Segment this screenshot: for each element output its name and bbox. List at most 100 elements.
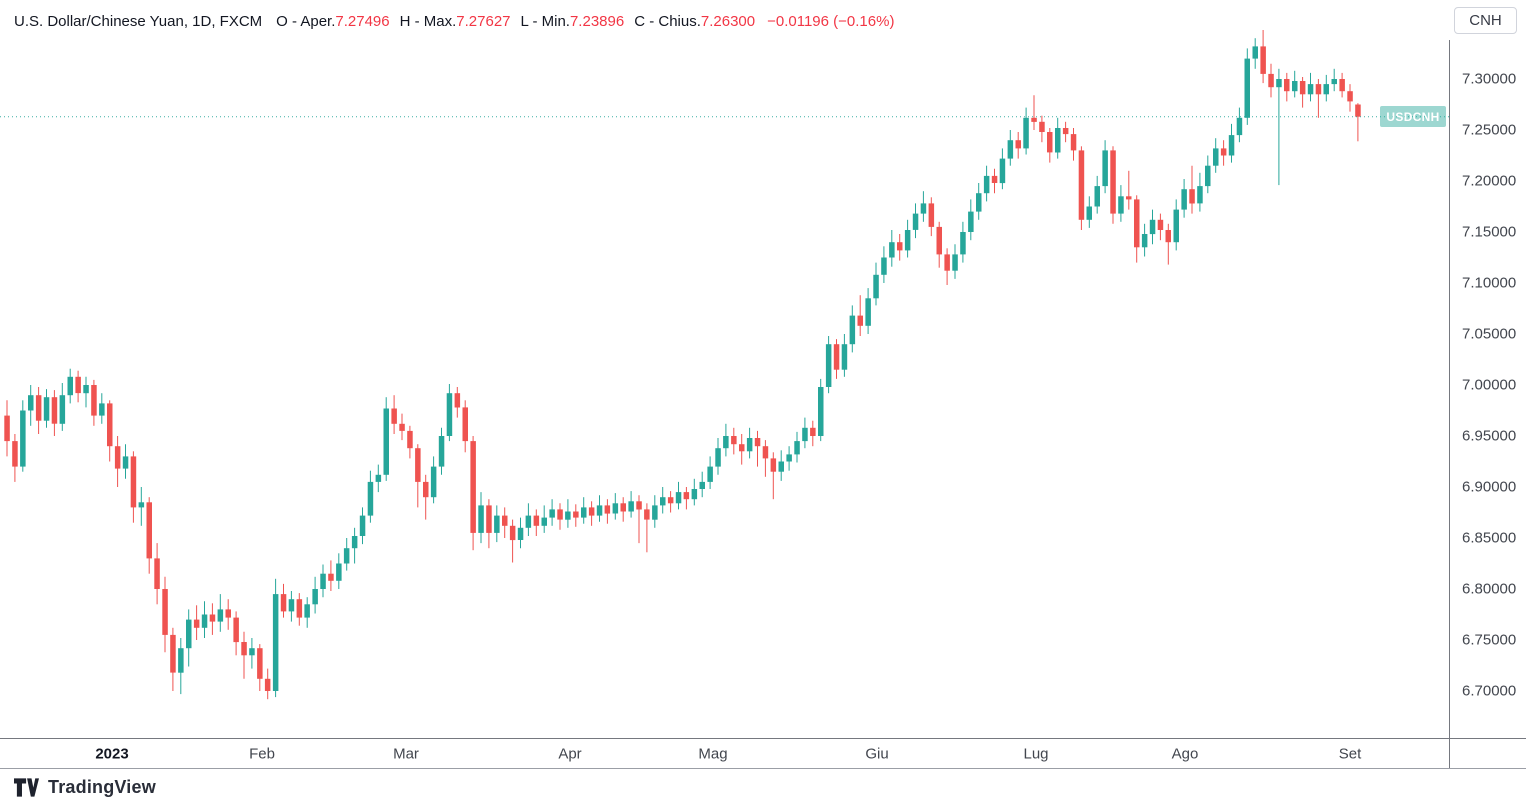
time-tick-label: Giu (865, 745, 889, 762)
candle (707, 456, 713, 489)
candle (257, 644, 263, 691)
candle (754, 430, 761, 467)
candle (1284, 72, 1290, 102)
currency-unit-button[interactable]: CNH (1454, 7, 1517, 34)
chart-bottom-border (0, 768, 1526, 769)
candle (565, 499, 571, 528)
candle (494, 505, 500, 543)
candle (1299, 77, 1306, 108)
candle (983, 165, 990, 202)
candle (644, 503, 650, 553)
price-tick-label: 7.10000 (1462, 274, 1517, 292)
price-tick-label: 7.20000 (1462, 172, 1517, 190)
time-axis-border (0, 738, 1526, 739)
candle (1347, 84, 1353, 112)
price-axis[interactable]: 7.30000 7.25000 7.20000 7.15000 7.10000 7.050… (1450, 0, 1526, 738)
candle (667, 491, 674, 513)
tradingview-logo[interactable]: TradingView (14, 777, 156, 798)
candle (1039, 115, 1045, 143)
candle (723, 423, 729, 457)
candle (1102, 140, 1108, 194)
candle (612, 493, 619, 520)
candle (1228, 123, 1235, 163)
candle (391, 395, 397, 434)
candle (1062, 121, 1069, 143)
candle (186, 609, 192, 667)
candle (1220, 140, 1227, 166)
candle (43, 389, 50, 428)
candle (407, 425, 413, 459)
candle (383, 397, 389, 481)
candle (691, 478, 698, 506)
candle (122, 444, 129, 479)
candle (770, 452, 777, 500)
candle (849, 305, 856, 353)
candle (762, 440, 769, 477)
candle (1173, 199, 1179, 251)
symbol-legend[interactable]: U.S. Dollar/Chinese Yuan, 1D, FXCM O - Ap… (14, 13, 894, 30)
candle (367, 470, 374, 523)
candle (1323, 74, 1329, 102)
candle (628, 491, 634, 518)
candle (280, 583, 287, 618)
symbol-title[interactable]: U.S. Dollar/Chinese Yuan, 1D, FXCM (14, 13, 263, 30)
candle (83, 376, 89, 408)
candle (660, 487, 666, 514)
candle (889, 230, 895, 267)
candle (1110, 146, 1116, 224)
candle (818, 378, 824, 442)
candle (620, 497, 626, 522)
candle (217, 594, 224, 632)
candle (857, 295, 863, 336)
legend-ohlc-values: O - Aper.7.27496 H - Max.7.27627 L - Min.7… (276, 13, 765, 30)
time-axis[interactable]: 2023 Feb Mar Apr Mag Giu Lug Ago Set (0, 739, 1526, 768)
candle (59, 383, 66, 431)
candle (991, 168, 998, 194)
candle (1007, 130, 1014, 166)
candle (1078, 146, 1085, 230)
candle (296, 593, 303, 626)
candle (35, 387, 42, 434)
tradingview-logo-icon (14, 778, 39, 797)
candle (264, 668, 271, 700)
candle (304, 597, 310, 628)
chart-canvas[interactable] (0, 0, 1449, 738)
candle (1149, 209, 1156, 245)
price-tick-label: 6.95000 (1462, 427, 1517, 445)
candle (193, 605, 200, 640)
candle (652, 495, 658, 528)
candle (1331, 68, 1337, 92)
legend-field: L - Min.7.23896 (520, 13, 625, 30)
candle (423, 474, 429, 520)
candle (1118, 185, 1124, 222)
legend-change: −0.01196 (−0.16%) (767, 13, 895, 30)
candle (312, 576, 318, 614)
candle (976, 183, 982, 220)
candle (328, 560, 334, 591)
candle (138, 487, 145, 526)
candle (920, 191, 927, 222)
candle (897, 234, 903, 261)
candle (1268, 63, 1274, 98)
candle (1094, 175, 1100, 214)
candle (320, 564, 326, 598)
candle (154, 543, 160, 605)
candle (233, 611, 239, 656)
tradingview-logo-text: TradingView (48, 777, 156, 797)
price-tick-label: 6.80000 (1462, 580, 1517, 598)
candle (810, 420, 816, 447)
candle (1355, 103, 1361, 142)
candle (20, 400, 26, 472)
price-tick-label: 6.90000 (1462, 478, 1517, 496)
price-axis-border (1449, 40, 1450, 768)
candle (470, 436, 476, 551)
candle (438, 427, 445, 475)
time-tick-label: Set (1338, 745, 1362, 762)
candle (1070, 128, 1077, 161)
candle (999, 148, 1006, 190)
candle (731, 427, 737, 455)
candle (146, 497, 152, 574)
candle (881, 246, 887, 283)
price-tick-label: 6.70000 (1462, 682, 1517, 700)
